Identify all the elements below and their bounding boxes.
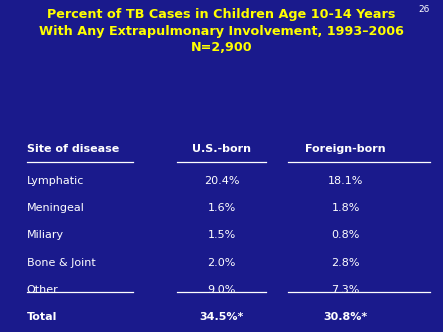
- Text: Bone & Joint: Bone & Joint: [27, 258, 95, 268]
- Text: 1.5%: 1.5%: [207, 230, 236, 240]
- Text: 30.8%*: 30.8%*: [323, 312, 368, 322]
- Text: 7.3%: 7.3%: [331, 285, 360, 295]
- Text: Miliary: Miliary: [27, 230, 64, 240]
- Text: Percent of TB Cases in Children Age 10-14 Years
With Any Extrapulmonary Involvem: Percent of TB Cases in Children Age 10-1…: [39, 8, 404, 54]
- Text: 26: 26: [418, 5, 430, 14]
- Text: 9.0%: 9.0%: [207, 285, 236, 295]
- Text: Other: Other: [27, 285, 58, 295]
- Text: Foreign-born: Foreign-born: [305, 144, 386, 154]
- Text: 1.8%: 1.8%: [331, 203, 360, 213]
- Text: 0.8%: 0.8%: [331, 230, 360, 240]
- Text: Lymphatic: Lymphatic: [27, 176, 84, 186]
- Text: Total: Total: [27, 312, 57, 322]
- Text: Site of disease: Site of disease: [27, 144, 119, 154]
- Text: 2.8%: 2.8%: [331, 258, 360, 268]
- Text: 20.4%: 20.4%: [204, 176, 239, 186]
- Text: 2.0%: 2.0%: [207, 258, 236, 268]
- Text: Meningeal: Meningeal: [27, 203, 85, 213]
- Text: 1.6%: 1.6%: [207, 203, 236, 213]
- Text: U.S.-born: U.S.-born: [192, 144, 251, 154]
- Text: 34.5%*: 34.5%*: [199, 312, 244, 322]
- Text: 18.1%: 18.1%: [328, 176, 363, 186]
